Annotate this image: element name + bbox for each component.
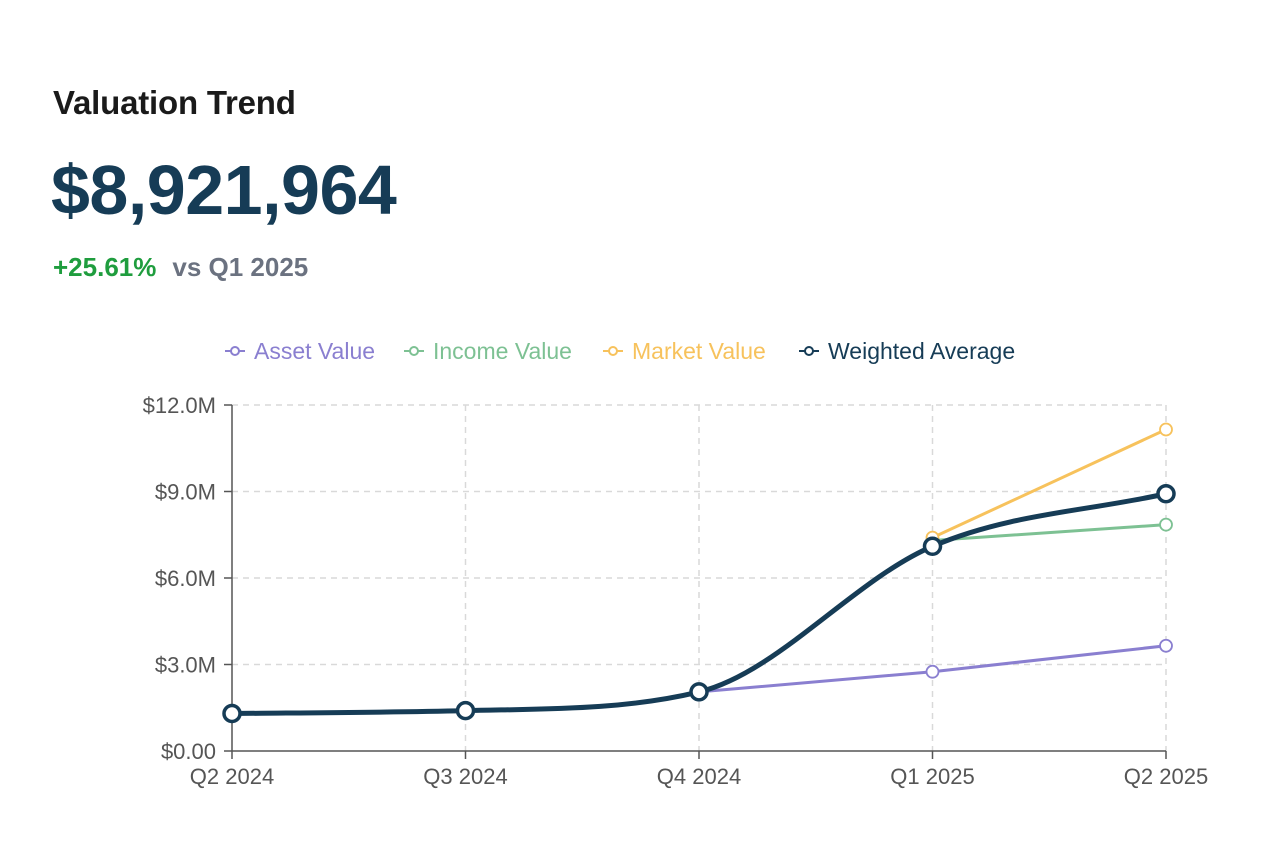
market-value-point[interactable] [1159, 422, 1173, 437]
weighted-average-series [222, 484, 1176, 724]
market-value-series [925, 422, 1173, 545]
weighted-average-point[interactable] [222, 703, 242, 724]
x-tick-label: Q4 2024 [657, 764, 741, 789]
change-comparison-label: vs Q1 2025 [172, 252, 309, 282]
chart-title: Valuation Trend [53, 84, 296, 121]
current-valuation: $8,921,964 [51, 151, 397, 229]
weighted-average-point[interactable] [689, 682, 709, 702]
legend-point-marker [804, 346, 814, 356]
chart-series [222, 422, 1176, 724]
legend-item-weighted-average[interactable]: Weighted Average [799, 338, 1015, 364]
income-value-point[interactable] [1159, 517, 1173, 532]
weighted-average-point[interactable] [922, 536, 943, 557]
legend-point-marker [608, 346, 618, 356]
legend-item-income-value[interactable]: Income Value [404, 338, 572, 364]
change-percent: +25.61% [53, 252, 157, 282]
x-tick-label: Q3 2024 [423, 764, 507, 789]
asset-value-point[interactable] [925, 664, 940, 679]
legend-item-market-value[interactable]: Market Value [603, 338, 766, 364]
income-value-line [931, 523, 1168, 543]
market-value-line [931, 428, 1168, 540]
chart-legend: Asset Value Income Value Market Value Weigh… [225, 338, 1015, 364]
legend-label: Asset Value [254, 338, 375, 364]
x-tick-label: Q1 2025 [890, 764, 974, 789]
legend-point-marker [230, 346, 240, 356]
weighted-average-point[interactable] [1156, 484, 1176, 504]
change-summary: +25.61% vs Q1 2025 [53, 252, 308, 283]
legend-label: Market Value [632, 338, 766, 364]
y-tick-label: $9.0M [155, 480, 216, 505]
y-tick-label: $12.0M [143, 393, 216, 418]
x-tick-label: Q2 2024 [190, 764, 274, 789]
legend-label: Income Value [433, 338, 572, 364]
y-tick-label: $0.00 [161, 739, 216, 764]
legend-label: Weighted Average [828, 338, 1015, 364]
axis-ticks: $0.00 $3.0M $6.0M $9.0M $12.0M Q2 2024 Q3 2024… [143, 393, 1209, 789]
weighted-average-point[interactable] [455, 700, 476, 721]
y-tick-label: $3.0M [155, 653, 216, 678]
x-tick-label: Q2 2025 [1124, 764, 1208, 789]
legend-item-asset-value[interactable]: Asset Value [225, 338, 375, 364]
chart-grid [232, 404, 1167, 751]
asset-value-point[interactable] [1159, 638, 1173, 653]
y-tick-label: $6.0M [155, 566, 216, 591]
legend-point-marker [409, 346, 419, 356]
